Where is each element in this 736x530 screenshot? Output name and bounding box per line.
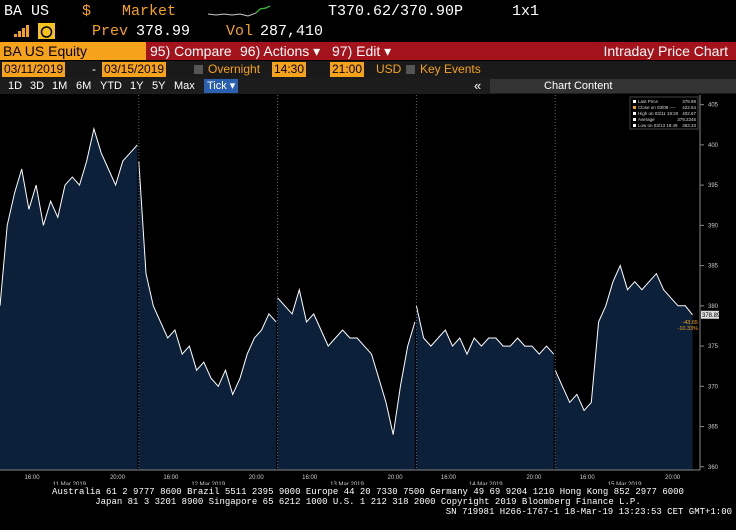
legend-value: 402.67 [682,111,696,116]
x-tick-label: 20:00 [388,475,404,481]
period-button[interactable]: 1M [52,80,68,92]
date-label: 14 Mar 2019 [469,482,503,485]
chart-content[interactable]: Chart Content [490,79,736,93]
y-tick-label: 375 [708,344,719,350]
start-date[interactable]: 03/11/2019 [2,62,66,77]
period-button[interactable]: Tick ▾ [204,79,239,93]
chart-title: Intraday Price Chart [603,43,729,59]
time-start[interactable]: 14:30 [272,62,307,77]
axis-bg [700,95,736,470]
price-line [415,305,555,356]
x-tick-label: 16:00 [25,475,41,481]
period-button[interactable]: 5Y [152,80,166,92]
x-tick-label: 20:00 [110,475,126,481]
y-tick-label: 385 [708,264,719,270]
time-end[interactable]: 21:00 [330,62,365,77]
y-tick-label: 395 [708,183,719,189]
y-tick-label: 390 [708,223,719,229]
y-tick-label: 365 [708,425,719,431]
area [0,128,138,471]
area [555,265,693,470]
dash: - [92,62,96,76]
legend-swatch [633,118,636,121]
footer-line: Japan 81 3 3201 8900 Singapore 65 6212 1… [95,497,641,507]
last-tag [701,310,719,319]
chart: 16:00 20:00 11 Mar 2019 16:00 20:00 12 Mar 20… [0,95,736,485]
prev: 378.99 [136,23,191,40]
size: 1x1 [512,3,540,20]
legend-value: 378.89 [682,99,696,104]
end-date[interactable]: 03/15/2019 [102,62,167,77]
legend-label: High on 03/11 19:20 [638,111,679,116]
x-tick-label: 16:00 [163,475,179,481]
legend-swatch [633,124,636,127]
date-label: 12 Mar 2019 [191,482,225,485]
x-tick-label: 20:00 [665,475,681,481]
price-line [0,126,138,306]
market: Market [122,3,177,20]
signal-icon [14,25,29,37]
period-button[interactable]: 1Y [130,80,144,92]
range-bar [0,61,736,78]
price-line [554,264,693,412]
legend-label: Low on 03/13 19:49 [638,123,678,128]
footer-line: Australia 61 2 9777 8600 Brazil 5511 239… [52,487,684,497]
x-tick-label: 20:00 [249,475,265,481]
legend-box [629,96,699,130]
vol-label: Vol [226,23,254,40]
period-button[interactable]: 6M [76,80,92,92]
area [277,289,415,470]
y-tick-label: 360 [708,465,719,471]
menu-actions[interactable]: 96) Actions ▾ [240,43,321,59]
sparkline [208,5,270,17]
currency: $ [82,3,92,20]
date-label: 13 Mar 2019 [330,482,364,485]
legend-swatch [633,100,636,103]
date-label: 11 Mar 2019 [53,482,87,485]
menu-compare[interactable]: 95) Compare [150,43,232,59]
menu-edit[interactable]: 97) Edit ▾ [332,43,392,59]
prev-label: Prev [92,23,129,40]
date-label: 15 Mar 2019 [608,482,642,485]
period-button[interactable]: 1D [8,80,23,92]
x-tick-label: 16:00 [580,475,596,481]
price-line [138,160,277,396]
price-line [277,287,416,435]
period-button[interactable]: 3D [30,80,45,92]
y-tick-label: 380 [708,304,719,310]
legend-swatch [633,106,636,109]
period-button[interactable]: Max [174,80,195,92]
legend-value: 363.33 [682,123,696,128]
ticker: BA US [4,3,50,20]
legend-swatch [633,112,636,115]
collapse[interactable]: « [474,78,482,93]
legend-label: Average [638,117,655,122]
legend-value: 422.54 [682,105,696,110]
key-events[interactable]: Key Events [420,62,481,76]
toolbar [0,42,736,60]
area [138,161,277,470]
y-tick-label: 370 [708,384,719,390]
footer-line: SN 719981 H266-1767-1 18-Mar-19 13:23:53… [445,507,732,517]
quote: T370.62/370.90P [328,3,464,20]
period-button[interactable]: YTD [100,80,122,92]
x-tick-label: 16:00 [302,475,318,481]
gauge-icon [38,23,55,39]
legend-value: 379.2345 [677,117,696,122]
legend-label: Close on 03/08 ---- [638,105,676,110]
change-pct: -10.33% [678,326,699,332]
legend-label: Last Price [638,99,659,104]
x-tick-label: 16:00 [441,475,457,481]
y-tick-label: 400 [708,143,719,149]
last-price: 378.89 [702,313,721,319]
security[interactable]: BA US Equity [0,42,146,60]
x-tick-label: 20:00 [526,475,542,481]
area [416,305,554,470]
vol: 287,410 [260,23,324,40]
change: -43.65 [682,320,698,326]
currency-select[interactable]: USD [376,62,402,76]
overnight[interactable]: Overnight [208,62,261,76]
y-tick-label: 405 [708,103,719,109]
